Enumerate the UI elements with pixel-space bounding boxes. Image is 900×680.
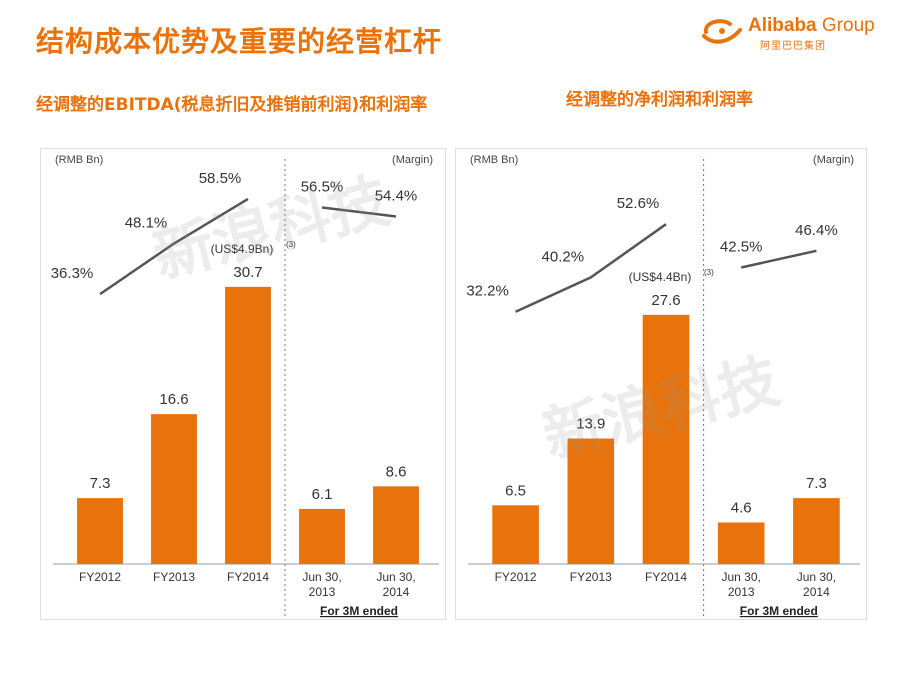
bar-value-label: 7.3	[90, 475, 111, 492]
margin-value-label: 56.5%	[301, 178, 344, 195]
group-label: For 3M ended	[320, 604, 398, 618]
bar-value-label: 6.1	[312, 486, 333, 503]
bar-value-label: 16.6	[159, 391, 188, 408]
x-tick-label: Jun 30,	[722, 570, 761, 584]
usd-note: (US$4.4Bn)	[629, 270, 692, 284]
unit-label: (RMB Bn)	[470, 154, 518, 166]
x-tick-label: 2013	[309, 585, 336, 599]
bar-jun-30--2013	[299, 508, 345, 564]
chart-title-net-income: 经调整的净利润和利润率	[566, 90, 753, 110]
margin-unit-label: (Margin)	[392, 154, 433, 166]
margin-line-quarterly	[740, 249, 817, 269]
x-tick-label: FY2014	[227, 570, 269, 584]
margin-line-annual	[515, 223, 667, 313]
bar-value-label: 6.5	[505, 482, 526, 499]
bar-fy2013	[151, 414, 197, 564]
x-tick-label: 2014	[803, 585, 830, 599]
bar-value-label: 27.6	[651, 292, 680, 309]
usd-note: (US$4.9Bn)	[211, 242, 274, 256]
margin-value-label: 42.5%	[720, 239, 763, 256]
margin-value-label: 46.4%	[795, 222, 838, 239]
margin-value-label: 36.3%	[51, 265, 94, 282]
margin-value-label: 52.6%	[617, 195, 660, 212]
bar-fy2012	[492, 505, 539, 564]
bar-jun-30--2013	[717, 522, 765, 564]
margin-line-annual	[99, 197, 249, 296]
margin-value-label: 40.2%	[542, 248, 585, 265]
bar-jun-30--2014	[793, 498, 840, 564]
bar-value-label: 30.7	[233, 264, 262, 281]
x-tick-label: FY2012	[79, 570, 121, 584]
logo-chinese-text: 阿里巴巴集团	[760, 41, 826, 52]
bar-fy2012	[77, 498, 123, 564]
slide-title: 结构成本优势及重要的经营杠杆	[36, 25, 443, 58]
bar-fy2014	[642, 314, 690, 564]
bar-value-label: 7.3	[806, 475, 827, 492]
x-tick-label: Jun 30,	[376, 570, 415, 584]
x-tick-label: FY2014	[645, 570, 687, 584]
bar-jun-30--2014	[373, 486, 419, 564]
margin-value-label: 32.2%	[466, 283, 509, 300]
usd-note-footnote: (3)	[286, 240, 296, 249]
bar-value-label: 13.9	[576, 416, 605, 433]
x-tick-label: FY2013	[153, 570, 195, 584]
usd-note-footnote: (3)	[704, 268, 714, 277]
x-tick-label: 2013	[728, 585, 755, 599]
x-tick-label: Jun 30,	[302, 570, 341, 584]
bar-fy2014	[225, 286, 271, 564]
margin-line-quarterly	[321, 206, 397, 218]
bar-value-label: 8.6	[386, 463, 407, 480]
margin-value-label: 58.5%	[199, 170, 242, 187]
x-tick-label: 2014	[383, 585, 410, 599]
group-label: For 3M ended	[740, 604, 818, 618]
net-income-chart-panel: (RMB Bn) (Margin) 6.5 FY2012 13.9 FY2013 27.6 F…	[455, 148, 867, 620]
x-tick-label: FY2012	[495, 570, 537, 584]
margin-value-label: 54.4%	[375, 187, 418, 204]
margin-unit-label: (Margin)	[813, 154, 854, 166]
ebitda-chart-panel: (RMB Bn) (Margin) 7.3 FY2012 16.6 FY2013 30.7 F…	[40, 148, 446, 620]
chart-title-ebitda: 经调整的EBITDA(税息折旧及推销前利润)和利润率	[36, 95, 428, 115]
margin-value-label: 48.1%	[125, 214, 168, 231]
alibaba-logo: Alibaba Group 阿里巴巴集团	[700, 14, 885, 52]
x-tick-label: Jun 30,	[797, 570, 836, 584]
logo-text: Alibaba Group	[748, 15, 875, 36]
bar-fy2013	[567, 438, 615, 564]
alibaba-smile-icon	[702, 19, 742, 44]
x-tick-label: FY2013	[570, 570, 612, 584]
net-income-chart: (RMB Bn) (Margin) 6.5 FY2012 13.9 FY2013 27.6 F…	[466, 154, 860, 618]
unit-label: (RMB Bn)	[55, 154, 103, 166]
bar-value-label: 4.6	[731, 499, 752, 516]
ebitda-chart: (RMB Bn) (Margin) 7.3 FY2012 16.6 FY2013 30.7 F…	[51, 154, 439, 618]
